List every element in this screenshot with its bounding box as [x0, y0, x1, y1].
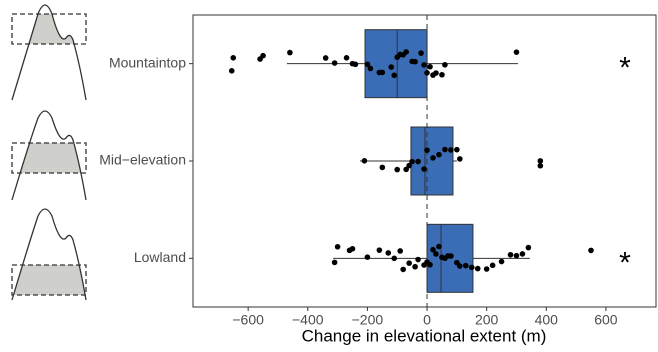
- data-point: [403, 166, 409, 173]
- data-point: [468, 264, 475, 271]
- data-point: [457, 263, 463, 269]
- data-point: [430, 246, 436, 253]
- data-point: [415, 256, 421, 263]
- data-point: [409, 158, 415, 165]
- data-point: [433, 70, 439, 76]
- data-point: [349, 245, 356, 252]
- data-point: [403, 49, 409, 55]
- data-point: [228, 68, 235, 74]
- data-point: [331, 259, 338, 266]
- data-point: [388, 64, 395, 70]
- data-point: [343, 55, 350, 61]
- data-point: [436, 151, 442, 158]
- data-point: [376, 247, 383, 253]
- y-tick-label: Lowland: [134, 249, 186, 265]
- data-point: [454, 146, 460, 153]
- data-point: [418, 50, 424, 56]
- data-point: [412, 263, 418, 270]
- data-point: [507, 251, 514, 258]
- data-point: [391, 72, 398, 79]
- data-point: [331, 60, 338, 66]
- data-point: [442, 146, 448, 153]
- data-point: [442, 61, 448, 68]
- data-point: [391, 255, 398, 262]
- data-point: [260, 52, 266, 59]
- data-point: [287, 49, 293, 56]
- x-tick-label: −600: [232, 312, 264, 328]
- data-point: [406, 162, 412, 169]
- data-point: [400, 266, 406, 273]
- data-point: [433, 251, 439, 257]
- data-point: [412, 58, 418, 65]
- significance-mark: *: [619, 246, 631, 279]
- mountain-icons: [11, 4, 87, 301]
- x-tick-label: −200: [352, 312, 384, 328]
- data-point: [427, 261, 433, 268]
- data-point: [379, 69, 386, 76]
- data-point: [424, 147, 430, 153]
- x-tick-label: 200: [475, 312, 499, 328]
- data-point: [364, 254, 371, 260]
- data-point: [448, 253, 454, 259]
- data-point: [430, 155, 436, 161]
- data-point: [498, 258, 505, 265]
- data-point: [379, 164, 386, 171]
- data-point: [334, 243, 341, 250]
- data-point: [513, 252, 520, 259]
- data-point: [415, 158, 421, 165]
- data-point: [322, 55, 329, 61]
- box: [364, 29, 428, 99]
- data-point: [448, 147, 454, 153]
- data-point: [230, 54, 237, 61]
- data-point: [537, 162, 544, 169]
- x-tick-label: 0: [423, 312, 431, 328]
- data-point: [489, 262, 496, 269]
- data-point: [385, 250, 392, 256]
- data-point: [397, 248, 404, 254]
- data-point: [406, 260, 412, 266]
- x-tick-label: 400: [535, 312, 559, 328]
- data-point: [421, 62, 427, 68]
- significance-mark: *: [619, 52, 631, 85]
- x-axis-title: Change in elevational extent (m): [302, 326, 547, 345]
- data-point: [462, 262, 469, 269]
- data-point: [361, 157, 368, 164]
- data-point: [424, 70, 430, 76]
- data-point: [537, 158, 544, 164]
- data-point: [352, 61, 359, 68]
- data-point: [421, 166, 427, 172]
- data-point: [436, 243, 442, 250]
- data-point: [367, 65, 374, 72]
- data-point: [394, 166, 401, 173]
- data-point: [525, 244, 532, 251]
- x-tick-label: 600: [594, 312, 618, 328]
- y-tick-label: Mountaintop: [109, 54, 186, 70]
- data-point: [427, 63, 433, 70]
- data-point: [439, 71, 445, 78]
- data-point: [588, 247, 594, 254]
- x-tick-label: −400: [292, 312, 324, 328]
- data-point: [513, 49, 520, 55]
- data-point: [364, 61, 371, 68]
- y-tick-label: Mid−elevation: [99, 152, 186, 168]
- data-point: [474, 265, 481, 272]
- data-point: [483, 266, 490, 272]
- data-point: [519, 251, 526, 257]
- data-point: [457, 156, 463, 162]
